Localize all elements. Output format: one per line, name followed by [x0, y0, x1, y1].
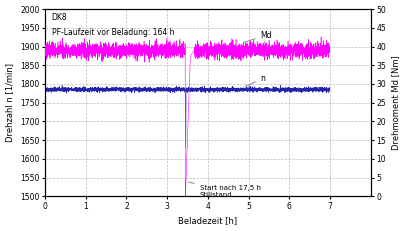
Text: PF-Laufzeit vor Beladung: 164 h: PF-Laufzeit vor Beladung: 164 h — [51, 28, 174, 37]
Text: n: n — [244, 74, 265, 87]
Y-axis label: Drehzahl n [1/min]: Drehzahl n [1/min] — [6, 63, 15, 142]
Text: Start nach 17,5 h
Stillstand: Start nach 17,5 h Stillstand — [188, 182, 260, 198]
Text: DK8: DK8 — [51, 13, 67, 22]
Text: Md: Md — [245, 31, 271, 42]
Y-axis label: Drehmoment Md [Nm]: Drehmoment Md [Nm] — [390, 55, 399, 150]
X-axis label: Beladezeit [h]: Beladezeit [h] — [178, 216, 237, 225]
